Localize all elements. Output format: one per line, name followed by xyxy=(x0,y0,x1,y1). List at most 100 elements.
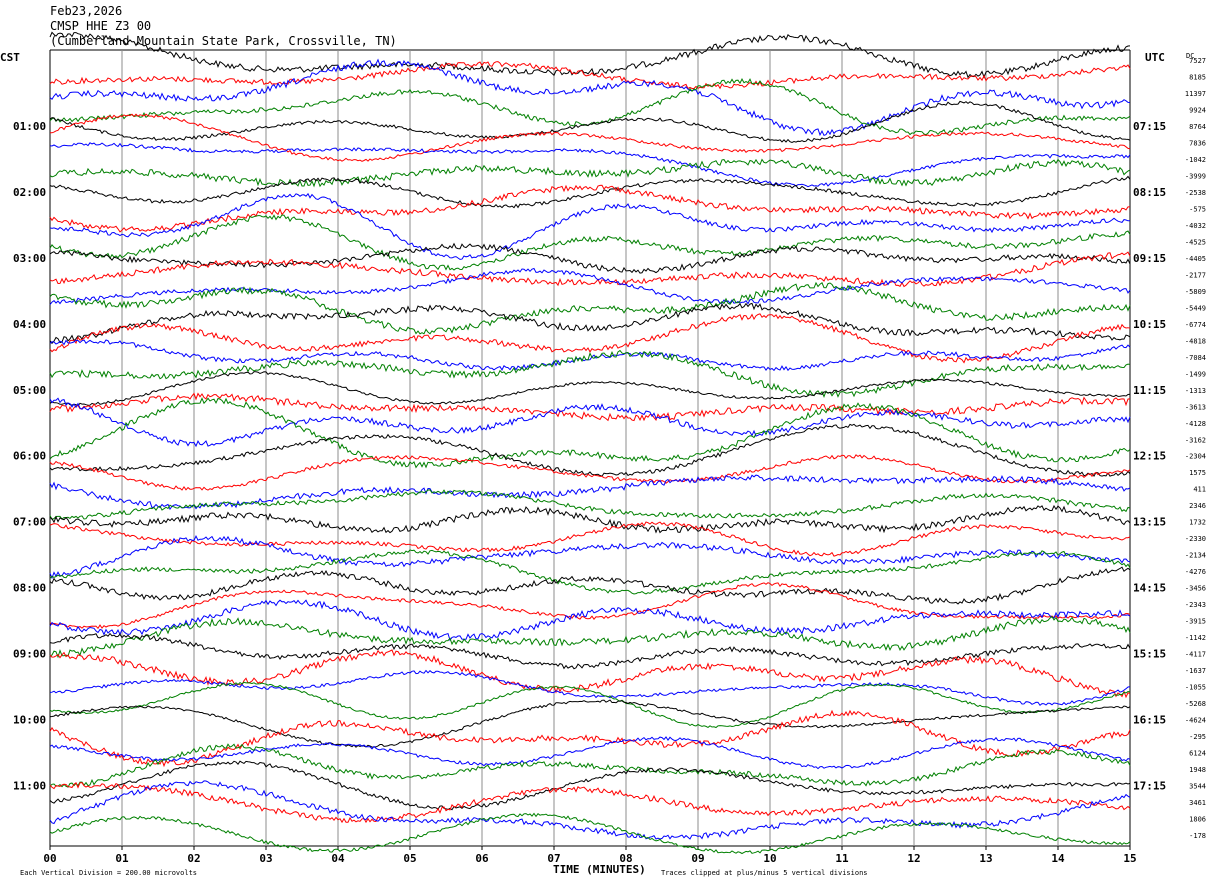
x-tick-label: 06 xyxy=(475,852,489,865)
utc-hour-label: 09:15 xyxy=(1133,252,1166,265)
seismic-trace xyxy=(49,582,1131,630)
dc-offset-label: -4117 xyxy=(1185,651,1206,659)
seismic-trace xyxy=(49,782,1131,824)
clip-note: Traces clipped at plus/minus 5 vertical … xyxy=(661,869,868,877)
dc-offset-label: 1575 xyxy=(1189,469,1206,477)
seismic-trace xyxy=(49,649,1131,699)
dc-offset-label: -4276 xyxy=(1185,568,1206,576)
cst-hour-label: 05:00 xyxy=(13,384,46,397)
seismic-trace xyxy=(49,599,1131,642)
cst-hour-label: 10:00 xyxy=(13,714,46,727)
dc-offset-label: -2330 xyxy=(1185,535,1206,543)
seismic-trace xyxy=(49,100,1131,144)
cst-hour-label: 06:00 xyxy=(13,450,46,463)
dc-offset-label: -5268 xyxy=(1185,700,1206,708)
seismic-trace xyxy=(49,371,1131,407)
seismic-trace xyxy=(49,281,1131,335)
left-axis-title: CST xyxy=(0,51,20,64)
cst-hour-label: 04:00 xyxy=(13,318,46,331)
x-tick-label: 10 xyxy=(763,852,776,865)
seismic-trace xyxy=(49,521,1131,557)
seismic-trace xyxy=(49,31,1131,79)
dc-offset-label: -1142 xyxy=(1185,634,1206,642)
seismic-trace xyxy=(49,709,1131,768)
dc-offset-label: -1313 xyxy=(1185,387,1206,395)
seismic-trace xyxy=(49,454,1131,491)
dc-offset-label: -5449 xyxy=(1185,304,1206,312)
chart-date: Feb23,2026 xyxy=(50,4,123,18)
seismic-trace xyxy=(49,489,1131,521)
seismic-trace xyxy=(49,669,1131,707)
seismic-trace xyxy=(49,736,1131,770)
dc-offset-label: -295 xyxy=(1189,733,1206,741)
utc-hour-label: 14:15 xyxy=(1133,582,1166,595)
dc-offset-label: -1637 xyxy=(1185,667,1206,675)
seismic-trace xyxy=(49,504,1131,534)
dc-offset-label: 1732 xyxy=(1189,519,1206,527)
cst-hour-label: 07:00 xyxy=(13,516,46,529)
dc-offset-label: 8185 xyxy=(1189,73,1206,81)
seismic-trace xyxy=(49,58,1131,137)
scale-note: Each Vertical Division = 200.00 microvol… xyxy=(20,869,197,877)
seismic-trace xyxy=(49,397,1131,448)
dc-offset-label: -1055 xyxy=(1185,684,1206,692)
cst-hour-label: 02:00 xyxy=(13,186,46,199)
seismic-trace xyxy=(49,142,1131,188)
cst-hour-label: 01:00 xyxy=(13,120,46,133)
dc-offset-label: -4818 xyxy=(1185,337,1206,345)
x-tick-label: 00 xyxy=(43,852,56,865)
x-tick-label: 07 xyxy=(547,852,560,865)
utc-hour-label: 13:15 xyxy=(1133,516,1166,529)
utc-hour-label: 08:15 xyxy=(1133,186,1166,199)
utc-hour-label: 10:15 xyxy=(1133,318,1166,331)
dc-offset-label: 9924 xyxy=(1189,106,1206,114)
seismic-traces xyxy=(49,31,1131,855)
utc-hour-label: 12:15 xyxy=(1133,450,1166,463)
seismic-trace xyxy=(49,242,1131,274)
dc-offset-label: 3461 xyxy=(1189,799,1206,807)
seismic-trace xyxy=(49,423,1131,478)
station-id: CMSP HHE Z3 00 xyxy=(50,19,152,33)
dc-offset-label: -3613 xyxy=(1185,403,1206,411)
seismic-trace xyxy=(49,760,1131,811)
dc-offset-label: 2346 xyxy=(1189,502,1206,510)
grid-lines xyxy=(49,49,1131,850)
seismic-trace xyxy=(50,113,1131,162)
x-tick-label: 04 xyxy=(331,852,345,865)
x-tick-label: 08 xyxy=(619,852,632,865)
dc-offset-label: -4405 xyxy=(1185,255,1206,263)
seismic-trace xyxy=(49,615,1131,659)
x-tick-label: 02 xyxy=(187,852,200,865)
cst-hour-label: 08:00 xyxy=(13,582,46,595)
cst-hour-label: 09:00 xyxy=(13,648,46,661)
seismic-trace xyxy=(49,397,1131,469)
seismic-trace xyxy=(49,632,1131,670)
dc-offset-label: -575 xyxy=(1189,205,1206,213)
dc-offset-label: 1806 xyxy=(1189,816,1206,824)
dc-offset-label: -3915 xyxy=(1185,618,1206,626)
dc-offset-label: 6124 xyxy=(1189,750,1206,758)
dc-offset-label: -2343 xyxy=(1185,601,1206,609)
seismic-trace xyxy=(49,349,1131,398)
seismic-trace xyxy=(49,392,1131,422)
seismic-trace xyxy=(49,534,1131,580)
x-tick-label: 11 xyxy=(835,852,849,865)
x-tick-label: 13 xyxy=(979,852,992,865)
dc-offset-label: -3162 xyxy=(1185,436,1206,444)
seismic-trace xyxy=(49,681,1131,729)
seismic-trace xyxy=(49,61,1131,90)
seismic-trace xyxy=(49,549,1131,595)
x-tick-label: 03 xyxy=(259,852,272,865)
seismic-trace xyxy=(49,566,1131,605)
seismic-trace xyxy=(49,267,1131,305)
seismic-trace xyxy=(49,175,1131,209)
dc-offset-label: -4128 xyxy=(1185,420,1206,428)
dc-offset-label: -2538 xyxy=(1185,189,1206,197)
dc-offset-label: -3999 xyxy=(1185,172,1206,180)
seismic-trace xyxy=(49,313,1131,364)
dc-offset-label: 7836 xyxy=(1189,139,1206,147)
dc-offset-label: -7084 xyxy=(1185,354,1206,362)
dc-offset-label: 7527 xyxy=(1189,57,1206,65)
seismic-trace xyxy=(49,192,1130,260)
